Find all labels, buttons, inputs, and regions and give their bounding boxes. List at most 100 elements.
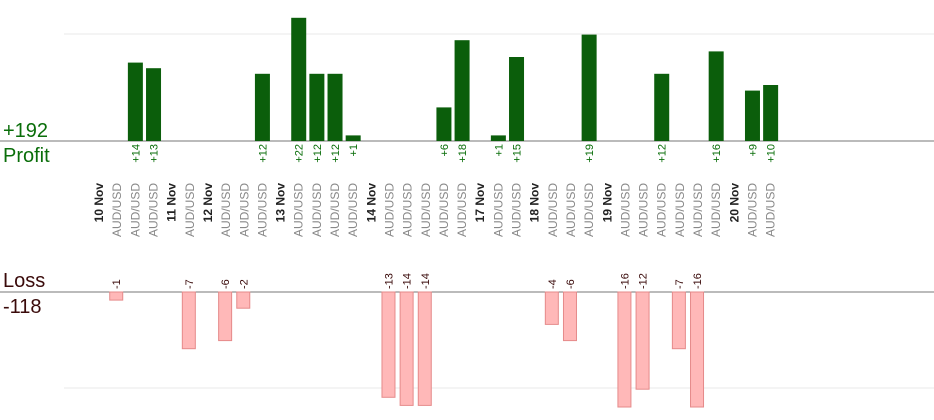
pair-label: AUD/USD <box>491 183 505 237</box>
profit-value-label: +14 <box>130 144 142 163</box>
pair-label: AUD/USD <box>401 183 415 237</box>
pair-label: AUD/USD <box>419 183 433 237</box>
loss-bar <box>181 291 196 350</box>
date-label: 10 Nov <box>92 183 106 223</box>
profit-value-label: +1 <box>493 144 505 157</box>
pair-label: AUD/USD <box>183 183 197 237</box>
pair-label: AUD/USD <box>346 183 360 237</box>
loss-bar <box>236 291 251 309</box>
date-label: 13 Nov <box>274 183 288 223</box>
profit-value-label: +15 <box>512 144 524 163</box>
date-label: 11 Nov <box>165 183 179 222</box>
loss-value-label: -16 <box>619 273 631 289</box>
loss-value-label: -14 <box>420 273 432 289</box>
pair-label: AUD/USD <box>255 183 269 237</box>
profit-value-label: +12 <box>657 144 669 163</box>
profit-bar <box>763 85 779 141</box>
loss-label: Loss <box>3 270 46 292</box>
profit-bar <box>581 34 597 141</box>
profit-bar <box>509 57 525 141</box>
pair-label: AUD/USD <box>546 183 560 237</box>
date-label: 17 Nov <box>473 183 487 223</box>
profit-bar <box>708 51 724 141</box>
pair-label: AUD/USD <box>382 183 396 237</box>
pair-label: AUD/USD <box>673 183 687 237</box>
profit-value-label: +10 <box>766 144 778 163</box>
pair-label: AUD/USD <box>709 183 723 237</box>
loss-bar <box>399 291 414 406</box>
loss-value-label: -7 <box>674 279 686 289</box>
date-label: 20 Nov <box>727 183 741 223</box>
profit-bar <box>327 73 343 141</box>
date-label: 19 Nov <box>600 183 614 223</box>
pair-label: AUD/USD <box>764 183 778 237</box>
pair-label: AUD/USD <box>328 183 342 237</box>
loss-bar <box>635 291 650 390</box>
loss-value-label: -13 <box>383 273 395 289</box>
profit-bar <box>254 73 270 141</box>
pair-label: AUD/USD <box>310 183 324 237</box>
loss-value-label: -4 <box>547 279 559 289</box>
pair-label: AUD/USD <box>110 183 124 237</box>
loss-value-label: -12 <box>638 273 650 289</box>
profit-total: +192 <box>3 120 49 142</box>
profit-value-label: +12 <box>257 144 269 163</box>
loss-bar <box>671 291 686 350</box>
pair-label: AUD/USD <box>147 183 161 237</box>
loss-value-label: -2 <box>238 279 250 289</box>
pair-label: AUD/USD <box>691 183 705 237</box>
loss-value-label: -7 <box>184 279 196 289</box>
pair-label: AUD/USD <box>219 183 233 237</box>
pair-label: AUD/USD <box>292 183 306 237</box>
loss-value-label: -1 <box>111 279 123 289</box>
profit-value-label: +22 <box>294 144 306 163</box>
pair-label: AUD/USD <box>745 183 759 237</box>
pair-label: AUD/USD <box>655 183 669 237</box>
loss-value-label: -6 <box>220 279 232 289</box>
profit-value-label: +18 <box>457 144 469 163</box>
pair-label: AUD/USD <box>582 183 596 237</box>
profit-bar <box>127 62 143 141</box>
profit-value-label: +12 <box>330 144 342 163</box>
loss-bar <box>417 291 432 406</box>
profit-value-label: +16 <box>711 144 723 163</box>
profit-bar <box>490 135 506 141</box>
loss-bar <box>544 291 559 325</box>
profit-bar <box>146 68 162 141</box>
pair-label: AUD/USD <box>128 183 142 237</box>
profit-bar <box>654 73 670 141</box>
pair-label: AUD/USD <box>455 183 469 237</box>
profit-bar <box>436 107 452 141</box>
profit-value-label: +12 <box>312 144 324 163</box>
pair-label: AUD/USD <box>637 183 651 237</box>
profit-bar <box>345 135 361 141</box>
pair-label: AUD/USD <box>564 183 578 237</box>
loss-bar <box>109 291 124 301</box>
loss-bar <box>617 291 632 408</box>
profit-value-label: +1 <box>348 144 360 157</box>
pair-label: AUD/USD <box>437 183 451 237</box>
profit-bar <box>454 40 470 142</box>
pair-label: AUD/USD <box>618 183 632 237</box>
loss-total: -118 <box>3 296 42 318</box>
profit-bar <box>744 90 760 141</box>
loss-bar <box>381 291 396 398</box>
date-label: 14 Nov <box>364 183 378 223</box>
profit-value-label: +13 <box>149 144 161 163</box>
date-label: 12 Nov <box>201 183 215 223</box>
pair-label: AUD/USD <box>237 183 251 237</box>
loss-value-label: -16 <box>692 273 704 289</box>
profit-label: Profit <box>3 145 50 167</box>
profit-value-label: +19 <box>584 144 596 163</box>
profit-bar <box>309 73 325 141</box>
profit-bar <box>291 17 307 141</box>
profit-value-label: +9 <box>747 144 759 157</box>
date-label: 18 Nov <box>528 183 542 223</box>
loss-value-label: -6 <box>565 279 577 289</box>
loss-bar <box>562 291 577 342</box>
loss-value-label: -14 <box>402 273 414 289</box>
pair-label: AUD/USD <box>510 183 524 237</box>
loss-bar <box>218 291 233 342</box>
